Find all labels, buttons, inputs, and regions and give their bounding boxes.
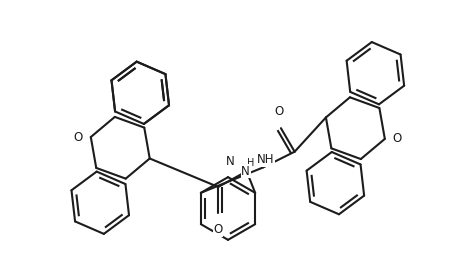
Text: O: O xyxy=(213,223,223,236)
Text: N: N xyxy=(241,165,250,178)
Text: N: N xyxy=(226,155,234,168)
Text: O: O xyxy=(274,105,284,118)
Text: H: H xyxy=(247,158,254,168)
Text: NH: NH xyxy=(256,153,274,166)
Text: O: O xyxy=(393,132,402,146)
Text: O: O xyxy=(74,130,83,144)
